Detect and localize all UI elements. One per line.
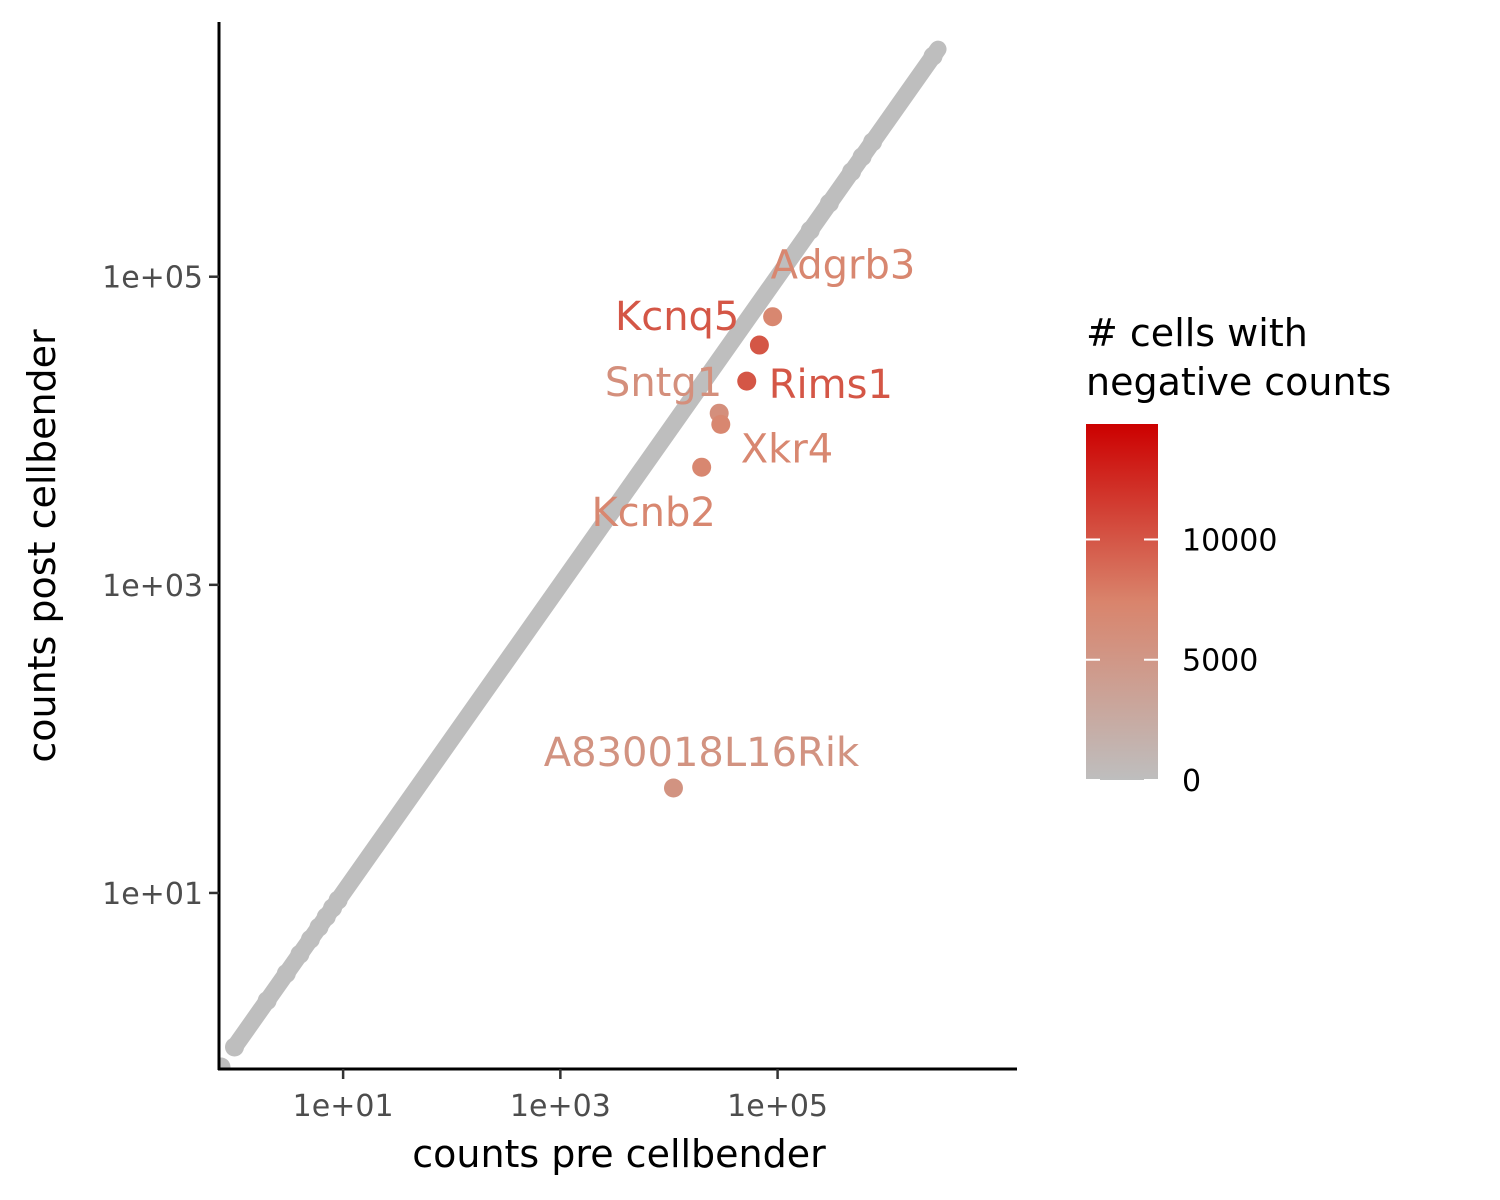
point-label-kcnq5: Kcnq5 (615, 294, 739, 340)
y-tick-label: 1e+03 (102, 569, 203, 604)
legend-tick-label: 0 (1182, 764, 1201, 799)
x-axis-title: counts pre cellbender (412, 1132, 826, 1176)
data-point (923, 46, 943, 66)
color-legend: # cells with negative counts 0 5000 10000 (1086, 311, 1391, 799)
x-tick-label: 1e+03 (510, 1089, 611, 1124)
point-label-adgrb3: Adgrb3 (771, 243, 916, 289)
point-label-rims1: Rims1 (769, 362, 893, 408)
point-label-kcnb2: Kcnb2 (591, 490, 715, 536)
y-tick-label: 1e+01 (102, 877, 203, 912)
highlighted-point-kcnq5 (749, 335, 769, 355)
data-point (852, 147, 872, 167)
x-tick-label: 1e+05 (727, 1089, 828, 1124)
plot-area (219, 40, 947, 1069)
y-tick-label: 1e+05 (102, 261, 203, 296)
point-label-sntg1: Sntg1 (605, 360, 722, 406)
point-label-xkr4: Xkr4 (741, 426, 833, 472)
data-point (328, 890, 348, 910)
legend-colorbar (1086, 424, 1158, 780)
data-point (863, 132, 883, 152)
x-tick-label: 1e+01 (293, 1089, 394, 1124)
legend-ticks: 0 5000 10000 (1086, 523, 1277, 799)
data-point (842, 162, 862, 182)
legend-tick-label: 10000 (1182, 523, 1277, 558)
highlighted-point-adgrb3 (763, 307, 783, 327)
data-point (276, 964, 296, 984)
y-axis-title: counts post cellbender (20, 329, 64, 763)
data-point (219, 1057, 231, 1069)
highlighted-point-xkr4 (711, 414, 731, 434)
data-point (800, 220, 820, 240)
highlighted-point-kcnb2 (692, 457, 712, 477)
data-point (257, 991, 277, 1011)
highlighted-point-a830018l16rik (663, 778, 683, 798)
legend-title-line-2: negative counts (1086, 360, 1391, 404)
legend-tick-label: 5000 (1182, 644, 1258, 679)
point-labels: Adgrb3 Kcnq5 Rims1 Sntg1 Xkr4 Kcnb2 A830018L16… (544, 243, 916, 776)
data-point (819, 193, 839, 213)
axis-ticks: 1e+01 1e+03 1e+05 1e+01 1e+03 1e+05 (102, 261, 828, 1124)
highlighted-point-rims1 (737, 371, 757, 391)
data-point (224, 1037, 244, 1057)
diagonal-point-band (225, 40, 947, 1056)
point-label-a830018l16rik: A830018L16Rik (544, 730, 860, 776)
data-point (290, 944, 310, 964)
axes (217, 22, 1017, 1071)
legend-title-line-1: # cells with (1086, 311, 1308, 355)
